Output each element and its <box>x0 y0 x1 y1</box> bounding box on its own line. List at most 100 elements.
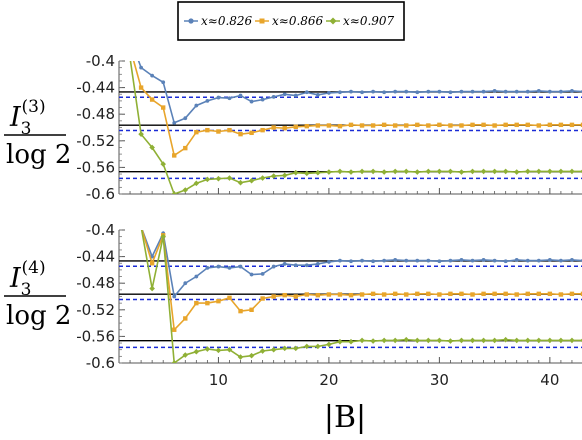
data-point <box>304 123 310 129</box>
data-point <box>227 127 232 133</box>
data-point <box>514 292 519 297</box>
data-point <box>403 336 410 343</box>
data-point <box>481 122 486 128</box>
data-point <box>547 168 553 175</box>
data-point <box>282 92 287 97</box>
data-point <box>160 233 166 240</box>
data-point <box>348 169 354 175</box>
data-point <box>502 336 509 343</box>
data-point <box>580 291 582 297</box>
data-point <box>481 258 486 262</box>
data-point <box>238 308 243 314</box>
data-point <box>128 36 132 40</box>
data-point <box>426 89 431 94</box>
data-point <box>238 93 243 98</box>
y-tick-label: -0.4 <box>86 52 115 70</box>
panel-top: -0.4 -0.44 -0.48 -0.52 -0.56 -0.6 <box>76 36 582 203</box>
data-point <box>204 176 211 183</box>
data-point <box>559 258 563 263</box>
y-tick-label: -0.48 <box>76 274 115 292</box>
data-point <box>227 266 232 270</box>
data-point <box>226 346 233 353</box>
data-point <box>337 123 343 129</box>
data-point <box>139 225 143 229</box>
legend-label-1: x≈0.826 <box>201 14 253 28</box>
data-point <box>392 168 398 175</box>
data-point <box>415 122 420 128</box>
data-point <box>547 122 553 128</box>
data-point <box>282 292 287 298</box>
panel-bottom: -0.4 -0.44 -0.48 -0.52 -0.56 -0.6 10 20 30 40 <box>76 221 582 389</box>
data-point <box>481 89 486 94</box>
data-point <box>382 90 387 95</box>
y-tick-label: -0.44 <box>76 248 115 266</box>
data-point <box>249 99 254 104</box>
data-point <box>304 263 309 268</box>
data-point <box>558 168 564 175</box>
data-point <box>536 168 542 175</box>
data-point <box>183 281 188 286</box>
data-point <box>415 90 420 95</box>
data-point <box>315 262 320 266</box>
data-point <box>393 258 398 262</box>
data-point <box>249 130 254 136</box>
data-point <box>536 291 542 297</box>
data-point <box>447 168 454 175</box>
data-point <box>382 258 387 263</box>
data-point <box>469 337 476 344</box>
data-point <box>569 122 575 128</box>
data-point <box>293 124 298 130</box>
data-point <box>360 90 364 95</box>
data-point <box>349 259 353 264</box>
data-point <box>437 292 442 297</box>
data-point <box>492 123 497 128</box>
y-tick-label: -0.52 <box>76 132 115 150</box>
data-point <box>182 187 189 193</box>
data-point <box>559 89 563 94</box>
data-point <box>503 122 508 128</box>
data-point <box>514 89 519 94</box>
legend-entry-2: x≈0.866 <box>255 14 324 28</box>
y-tick-label: -0.48 <box>76 105 115 123</box>
data-point <box>381 169 387 175</box>
data-point <box>194 274 199 279</box>
data-point <box>470 292 475 297</box>
data-point <box>304 343 310 350</box>
data-point <box>480 337 487 344</box>
data-point <box>138 224 144 230</box>
legend-label-3: x≈0.907 <box>343 14 395 28</box>
data-point <box>193 180 200 187</box>
data-point <box>238 131 243 137</box>
y-axis-label-top: I3(3) log 2 <box>4 97 71 170</box>
data-point <box>492 89 497 93</box>
legend-box <box>177 1 405 41</box>
data-point <box>260 271 265 276</box>
data-point <box>370 123 376 128</box>
data-point <box>524 168 531 175</box>
data-point <box>392 291 398 297</box>
data-point <box>458 169 465 175</box>
data-point <box>270 173 277 179</box>
data-point <box>326 341 332 348</box>
data-point <box>359 123 365 128</box>
data-point <box>172 120 177 125</box>
series-3 <box>129 61 582 194</box>
data-point <box>128 46 132 50</box>
data-point <box>259 175 266 181</box>
data-point <box>503 89 508 94</box>
data-point <box>348 292 354 298</box>
data-point <box>260 127 265 133</box>
x-tick-label: 30 <box>430 371 449 389</box>
data-point <box>248 177 255 184</box>
data-point <box>437 122 442 128</box>
data-point <box>470 258 475 263</box>
data-point <box>237 179 244 186</box>
data-point <box>426 123 431 128</box>
data-point <box>139 65 143 70</box>
data-point <box>205 99 210 103</box>
data-point <box>282 262 287 266</box>
data-point <box>459 258 464 262</box>
x-tick-label: 20 <box>319 371 338 389</box>
y-axis-label-bottom: I3(4) log 2 <box>4 258 71 331</box>
data-point <box>524 337 531 344</box>
